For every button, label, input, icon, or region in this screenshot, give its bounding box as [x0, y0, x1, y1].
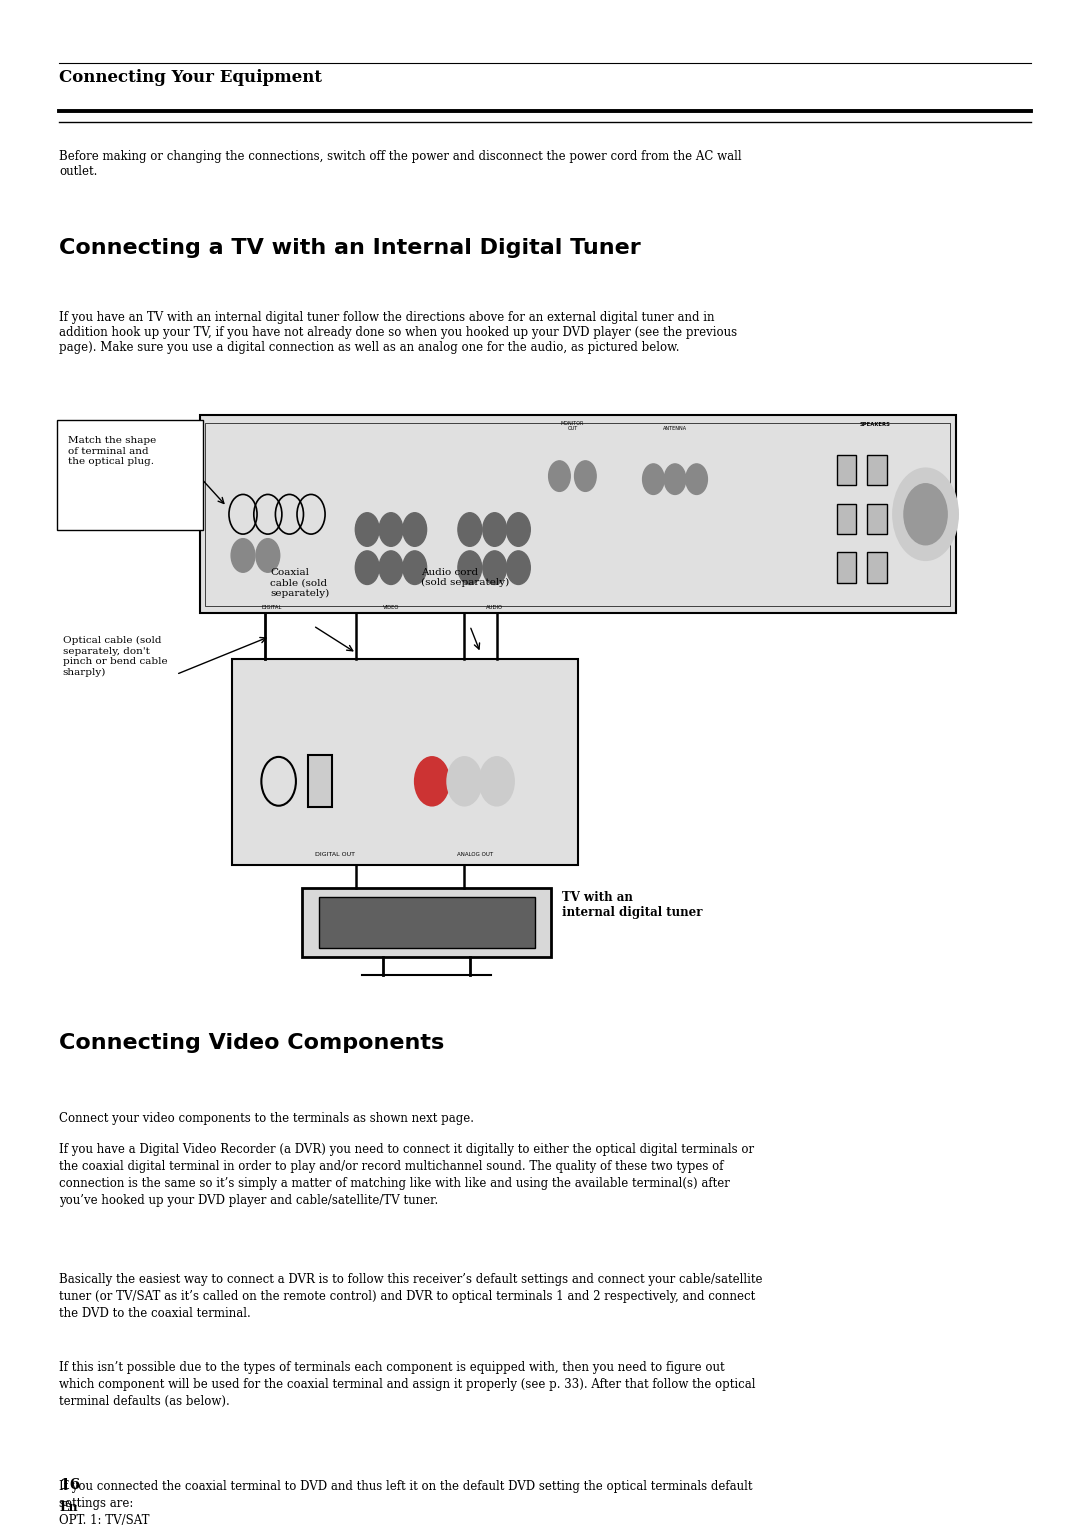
FancyBboxPatch shape	[57, 420, 203, 530]
Circle shape	[458, 513, 482, 546]
Text: DIGITAL: DIGITAL	[262, 604, 282, 610]
Text: Connect your video components to the terminals as shown next page.: Connect your video components to the ter…	[59, 1112, 474, 1126]
Text: Audio cord
(sold separately): Audio cord (sold separately)	[421, 568, 510, 588]
Text: AUDIO: AUDIO	[486, 604, 503, 610]
Text: Optical cable (sold
separately, don't
pinch or bend cable
sharply): Optical cable (sold separately, don't pi…	[63, 636, 167, 678]
Circle shape	[643, 464, 664, 494]
Circle shape	[403, 551, 427, 584]
Text: If this isn’t possible due to the types of terminals each component is equipped : If this isn’t possible due to the types …	[59, 1361, 756, 1408]
Circle shape	[686, 464, 707, 494]
Text: SPEAKERS: SPEAKERS	[860, 421, 890, 427]
Bar	[867, 552, 887, 583]
Text: Match the shape
of terminal and
the optical plug.: Match the shape of terminal and the opti…	[68, 436, 157, 467]
Circle shape	[575, 461, 596, 491]
Text: Basically the easiest way to connect a DVR is to follow this receiver’s default : Basically the easiest way to connect a D…	[59, 1273, 762, 1320]
Text: TV with an
internal digital tuner: TV with an internal digital tuner	[562, 891, 702, 919]
Bar	[837, 504, 856, 534]
Circle shape	[507, 551, 530, 584]
Circle shape	[231, 539, 255, 572]
Bar	[867, 504, 887, 534]
Text: VIDEO: VIDEO	[382, 604, 400, 610]
Circle shape	[904, 484, 947, 545]
Text: Before making or changing the connections, switch off the power and disconnect t: Before making or changing the connection…	[59, 150, 742, 177]
Circle shape	[483, 551, 507, 584]
Circle shape	[256, 539, 280, 572]
Text: If you connected the coaxial terminal to DVD and thus left it on the default DVD: If you connected the coaxial terminal to…	[59, 1480, 753, 1526]
Text: Connecting Video Components: Connecting Video Components	[59, 1033, 445, 1053]
Circle shape	[480, 757, 514, 806]
Text: DIGITAL OUT: DIGITAL OUT	[314, 852, 355, 858]
Text: If you have a Digital Video Recorder (a DVR) you need to connect it digitally to: If you have a Digital Video Recorder (a …	[59, 1143, 755, 1207]
Circle shape	[447, 757, 482, 806]
Bar	[867, 455, 887, 485]
Circle shape	[379, 513, 403, 546]
Text: If you have an TV with an internal digital tuner follow the directions above for: If you have an TV with an internal digit…	[59, 311, 738, 354]
Text: 16: 16	[59, 1479, 81, 1492]
FancyBboxPatch shape	[319, 897, 535, 948]
Text: MONITOR
OUT: MONITOR OUT	[561, 421, 584, 432]
Bar	[837, 552, 856, 583]
Circle shape	[483, 513, 507, 546]
Circle shape	[379, 551, 403, 584]
Text: Connecting a TV with an Internal Digital Tuner: Connecting a TV with an Internal Digital…	[59, 238, 642, 258]
Text: Coaxial
cable (sold
separately): Coaxial cable (sold separately)	[270, 568, 329, 598]
FancyBboxPatch shape	[200, 415, 956, 613]
Bar	[308, 755, 332, 807]
FancyBboxPatch shape	[302, 888, 551, 957]
Bar	[837, 455, 856, 485]
Circle shape	[664, 464, 686, 494]
Circle shape	[549, 461, 570, 491]
Circle shape	[403, 513, 427, 546]
Circle shape	[355, 513, 379, 546]
Text: En: En	[59, 1500, 78, 1514]
FancyBboxPatch shape	[232, 659, 578, 865]
Text: ANTENNA: ANTENNA	[663, 426, 687, 432]
Text: ANALOG OUT: ANALOG OUT	[457, 852, 494, 858]
Circle shape	[355, 551, 379, 584]
Circle shape	[893, 468, 958, 560]
Circle shape	[458, 551, 482, 584]
Text: Connecting Your Equipment: Connecting Your Equipment	[59, 69, 323, 85]
Circle shape	[507, 513, 530, 546]
Circle shape	[415, 757, 449, 806]
